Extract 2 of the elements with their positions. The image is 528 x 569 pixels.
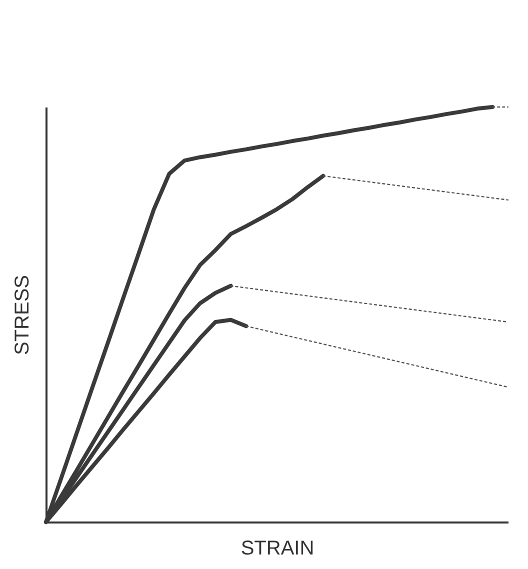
y-axis-title: STRESS [12, 274, 34, 356]
x-axis-title: STRAIN [240, 538, 314, 560]
